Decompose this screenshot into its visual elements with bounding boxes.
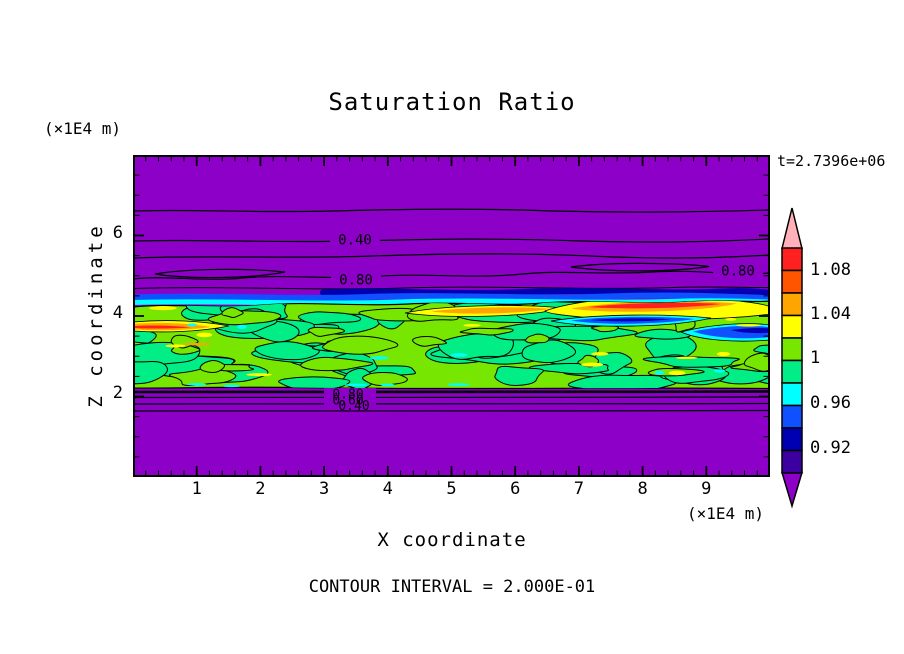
contour-label-lower-060: 0.60 [332, 394, 363, 409]
colorbar-tick-label: 1.04 [810, 304, 851, 324]
colorbar-under-arrow [780, 471, 804, 509]
colorbar-tick-label: 0.92 [810, 438, 851, 458]
band-mottling [133, 300, 770, 389]
x-tick-label: 7 [573, 479, 585, 499]
x-tick-label: 6 [510, 479, 521, 499]
x-axis-title: X coordinate [377, 529, 527, 551]
band-flecks [148, 306, 762, 388]
contour-label-040: 0.40 [338, 233, 372, 249]
contour-line-labels: 0.40 0.80 0.80 0.80 0.60 0.40 [324, 233, 763, 414]
x-tick-label: 1 [191, 479, 202, 499]
x-tick-label: 4 [382, 479, 393, 499]
contour-label-080-left: 0.80 [339, 273, 373, 289]
upper-contour-lines [133, 208, 770, 280]
x-tick-label: 9 [701, 479, 712, 499]
time-label: t=2.7396e+06 [777, 152, 886, 170]
contour-plot: 0.40 0.80 0.80 0.80 0.60 0.40 [133, 155, 770, 477]
plot-frame [133, 155, 770, 477]
colorbar-segments [781, 247, 803, 474]
x-tick-label: 2 [255, 479, 266, 499]
contour-interval-label: CONTOUR INTERVAL = 2.000E-01 [308, 577, 596, 597]
lower-contour-lines [133, 390, 770, 412]
chart-title: Saturation Ratio [328, 88, 576, 116]
y-tick-label: 4 [112, 303, 123, 323]
x-tick-label: 3 [318, 479, 330, 499]
x-tick-label: 5 [446, 479, 457, 499]
x-tick-label: 8 [637, 479, 648, 499]
axis-ticks [135, 157, 768, 475]
colorbar-tick-label: 1 [810, 348, 821, 368]
colorbar-tick-label: 0.96 [810, 393, 851, 413]
band-top-contour [133, 286, 770, 290]
y-tick-label: 2 [112, 383, 123, 403]
colorbar-over-arrow [781, 207, 803, 250]
colorbar-tick-label: 1.08 [810, 260, 851, 280]
y-tick-label: 6 [112, 223, 123, 243]
contour-label-lower-040: 0.40 [338, 399, 369, 414]
band-streaks [133, 300, 770, 346]
contour-label-lower-080: 0.80 [332, 388, 363, 403]
y-axis-unit: (×1E4 m) [44, 119, 122, 138]
x-axis-unit: (×1E4 m) [687, 504, 765, 523]
colorbar [780, 207, 804, 509]
contour-label-080-right: 0.80 [721, 264, 755, 280]
